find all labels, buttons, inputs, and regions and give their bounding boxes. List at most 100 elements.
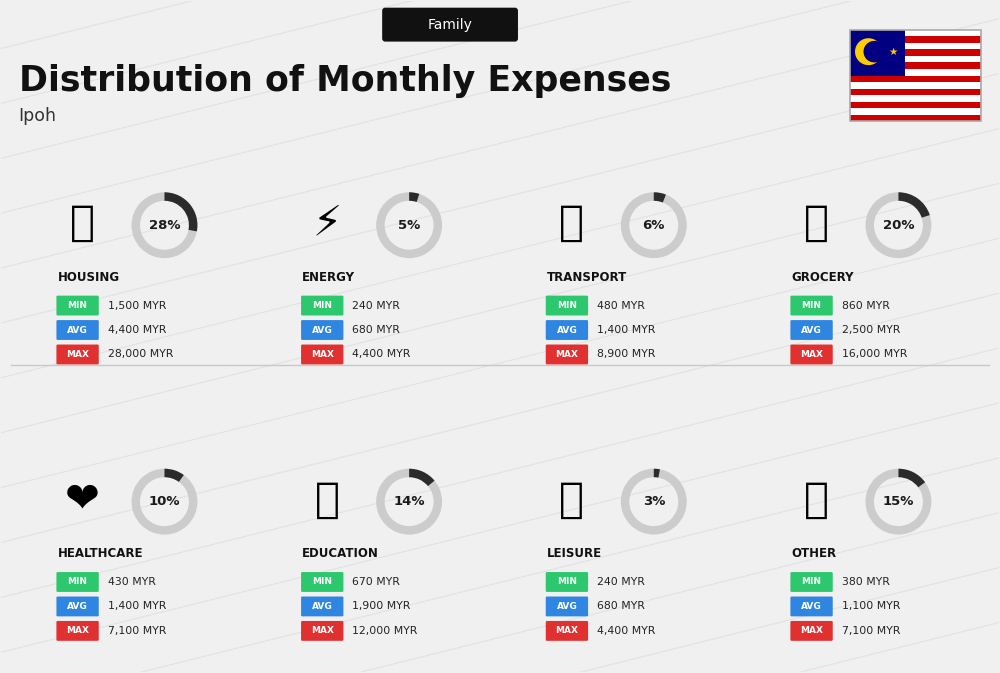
FancyBboxPatch shape <box>790 345 833 364</box>
Text: MIN: MIN <box>557 301 577 310</box>
FancyBboxPatch shape <box>546 621 588 641</box>
FancyBboxPatch shape <box>850 75 981 82</box>
Text: 240 MYR: 240 MYR <box>352 301 400 310</box>
Text: 1,400 MYR: 1,400 MYR <box>108 602 166 612</box>
FancyBboxPatch shape <box>850 95 981 102</box>
FancyBboxPatch shape <box>850 43 981 49</box>
Text: ❤: ❤ <box>65 479 100 521</box>
Text: AVG: AVG <box>312 602 333 611</box>
Wedge shape <box>621 192 687 258</box>
Text: 380 MYR: 380 MYR <box>842 577 889 587</box>
FancyBboxPatch shape <box>301 621 343 641</box>
Text: ENERGY: ENERGY <box>302 271 355 283</box>
Text: MAX: MAX <box>555 350 578 359</box>
Text: AVG: AVG <box>557 326 577 334</box>
FancyBboxPatch shape <box>790 621 833 641</box>
Text: 🎓: 🎓 <box>315 479 340 521</box>
Text: 14%: 14% <box>393 495 425 508</box>
Text: AVG: AVG <box>801 326 822 334</box>
Text: 7,100 MYR: 7,100 MYR <box>842 626 900 636</box>
Text: 680 MYR: 680 MYR <box>597 602 645 612</box>
Wedge shape <box>409 192 419 202</box>
Wedge shape <box>132 468 197 534</box>
FancyBboxPatch shape <box>56 596 99 616</box>
Text: 28%: 28% <box>149 219 180 232</box>
Text: TRANSPORT: TRANSPORT <box>547 271 627 283</box>
Text: ⚡: ⚡ <box>313 202 342 244</box>
FancyBboxPatch shape <box>850 30 905 75</box>
Wedge shape <box>898 192 930 217</box>
Wedge shape <box>376 192 442 258</box>
Wedge shape <box>654 468 660 478</box>
Text: MAX: MAX <box>555 627 578 635</box>
Wedge shape <box>865 468 931 534</box>
FancyBboxPatch shape <box>850 69 981 75</box>
Text: AVG: AVG <box>557 602 577 611</box>
Text: 680 MYR: 680 MYR <box>352 325 400 335</box>
Text: 1,500 MYR: 1,500 MYR <box>108 301 166 310</box>
Text: MIN: MIN <box>68 577 88 586</box>
FancyBboxPatch shape <box>56 295 99 316</box>
Text: MIN: MIN <box>802 301 822 310</box>
FancyBboxPatch shape <box>382 7 518 42</box>
Text: 15%: 15% <box>883 495 914 508</box>
FancyBboxPatch shape <box>301 596 343 616</box>
Wedge shape <box>409 468 435 486</box>
Text: GROCERY: GROCERY <box>792 271 854 283</box>
Text: 4,400 MYR: 4,400 MYR <box>108 325 166 335</box>
Text: 6%: 6% <box>643 219 665 232</box>
Wedge shape <box>898 468 925 487</box>
FancyBboxPatch shape <box>850 49 981 56</box>
Text: MAX: MAX <box>66 350 89 359</box>
Wedge shape <box>376 468 442 534</box>
Text: AVG: AVG <box>67 602 88 611</box>
Text: 10%: 10% <box>149 495 180 508</box>
Text: HEALTHCARE: HEALTHCARE <box>58 547 143 560</box>
Wedge shape <box>654 192 666 203</box>
FancyBboxPatch shape <box>301 320 343 340</box>
Text: 4,400 MYR: 4,400 MYR <box>597 626 655 636</box>
FancyBboxPatch shape <box>546 320 588 340</box>
Text: 1,900 MYR: 1,900 MYR <box>352 602 411 612</box>
FancyBboxPatch shape <box>850 82 981 89</box>
Text: 2,500 MYR: 2,500 MYR <box>842 325 900 335</box>
Text: Ipoh: Ipoh <box>19 108 57 125</box>
FancyBboxPatch shape <box>850 108 981 115</box>
Text: 🏢: 🏢 <box>70 202 95 244</box>
Text: 16,000 MYR: 16,000 MYR <box>842 349 907 359</box>
Wedge shape <box>132 192 197 258</box>
Text: AVG: AVG <box>801 602 822 611</box>
Text: Family: Family <box>428 17 473 32</box>
FancyBboxPatch shape <box>850 63 981 69</box>
FancyBboxPatch shape <box>301 572 343 592</box>
Text: 28,000 MYR: 28,000 MYR <box>108 349 173 359</box>
Text: AVG: AVG <box>312 326 333 334</box>
Wedge shape <box>863 41 885 63</box>
FancyBboxPatch shape <box>56 345 99 364</box>
Text: 🛍: 🛍 <box>559 479 584 521</box>
Text: Distribution of Monthly Expenses: Distribution of Monthly Expenses <box>19 63 671 98</box>
Text: EDUCATION: EDUCATION <box>302 547 379 560</box>
FancyBboxPatch shape <box>546 572 588 592</box>
FancyBboxPatch shape <box>790 295 833 316</box>
FancyBboxPatch shape <box>850 56 981 63</box>
Text: MIN: MIN <box>312 577 332 586</box>
FancyBboxPatch shape <box>546 596 588 616</box>
Text: 240 MYR: 240 MYR <box>597 577 645 587</box>
Text: 1,400 MYR: 1,400 MYR <box>597 325 655 335</box>
FancyBboxPatch shape <box>850 89 981 95</box>
FancyBboxPatch shape <box>546 345 588 364</box>
FancyBboxPatch shape <box>790 596 833 616</box>
Text: ★: ★ <box>888 46 898 57</box>
Text: MIN: MIN <box>312 301 332 310</box>
Text: 8,900 MYR: 8,900 MYR <box>597 349 655 359</box>
Wedge shape <box>855 38 882 65</box>
FancyBboxPatch shape <box>850 36 981 43</box>
Text: MAX: MAX <box>800 350 823 359</box>
FancyBboxPatch shape <box>790 320 833 340</box>
Text: 🚌: 🚌 <box>559 202 584 244</box>
Text: LEISURE: LEISURE <box>547 547 602 560</box>
FancyBboxPatch shape <box>790 572 833 592</box>
FancyBboxPatch shape <box>546 295 588 316</box>
FancyBboxPatch shape <box>56 320 99 340</box>
